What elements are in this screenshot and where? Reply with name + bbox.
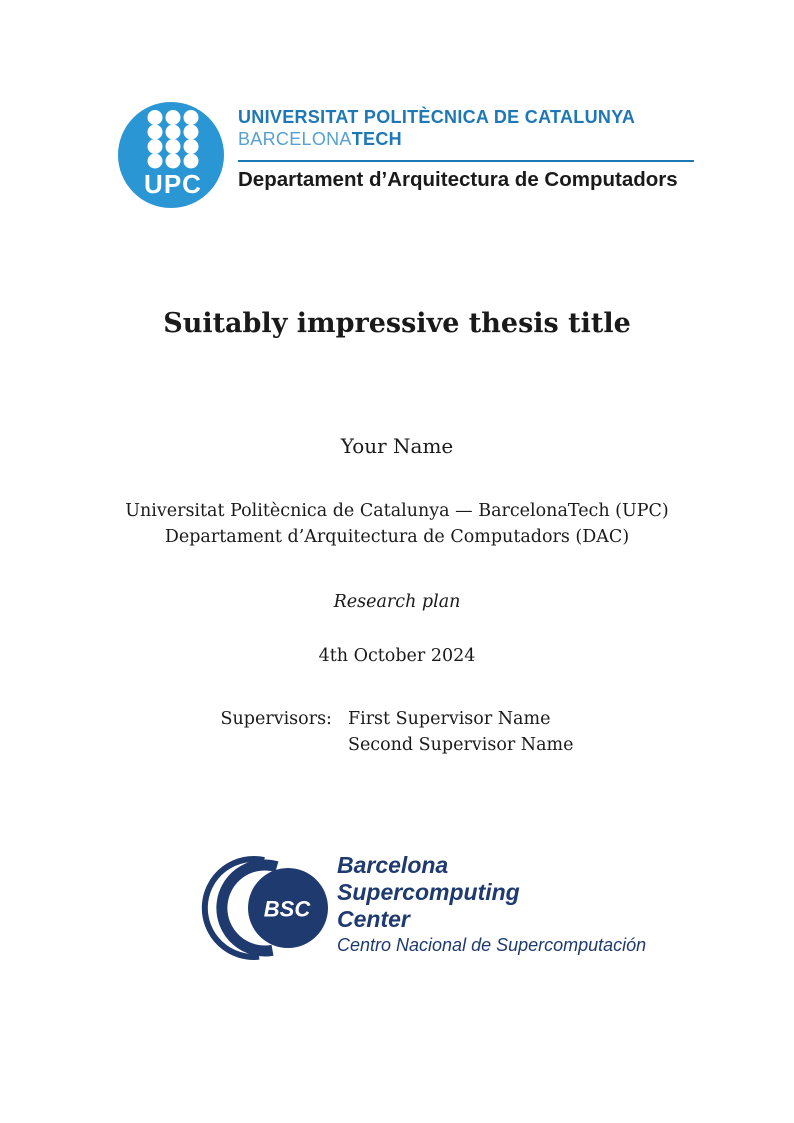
bsc-line-supercomputing: Supercomputing <box>337 879 520 905</box>
bsc-logo-icon: BSC <box>197 848 329 964</box>
document-date: 4th October 2024 <box>318 646 476 666</box>
affiliation: Universitat Politècnica de Catalunya — B… <box>0 498 794 550</box>
bsc-line-barcelona: Barcelona <box>337 852 449 878</box>
supervisor-1: First Supervisor Name <box>347 709 551 729</box>
bsc-wordmark: Barcelona Supercomputing Center Centro N… <box>337 852 646 958</box>
department-name: Departament d’Arquitectura de Computador… <box>238 168 678 191</box>
supervisors-names: First Supervisor Name Second Supervisor … <box>348 707 574 758</box>
barcelona-text: BARCELONA <box>238 129 352 149</box>
affiliation-line-1: Universitat Politècnica de Catalunya — B… <box>125 501 669 521</box>
supervisors-block: Supervisors: First Supervisor Name Secon… <box>0 707 794 758</box>
author-name: Your Name <box>340 434 454 458</box>
page-title: Suitably impressive thesis title <box>163 308 631 339</box>
upc-logo-icon: UPC <box>118 102 224 208</box>
upc-circle-mark: UPC <box>118 102 224 208</box>
affiliation-line-2: Departament d’Arquitectura de Computador… <box>164 527 630 547</box>
supervisor-2: Second Supervisor Name <box>347 734 574 755</box>
university-name: UNIVERSITAT POLITÈCNICA DE CATALUNYA <box>238 107 636 127</box>
header-divider <box>238 160 694 162</box>
document-type: Research plan <box>333 592 461 612</box>
tech-text: TECH <box>351 129 402 149</box>
barcelonatech-line: BARCELONATECH <box>238 128 708 150</box>
upc-logo-label: UPC <box>144 169 202 199</box>
bsc-logo-label: BSC <box>264 897 312 922</box>
bsc-subtitle: Centro Nacional de Supercomputación <box>337 935 647 955</box>
upc-header: UNIVERSITAT POLITÈCNICA DE CATALUNYA BAR… <box>238 106 708 193</box>
bsc-line-center: Center <box>337 906 410 932</box>
supervisors-label: Supervisors: <box>220 709 332 729</box>
bsc-circle-mark: BSC <box>201 855 328 960</box>
